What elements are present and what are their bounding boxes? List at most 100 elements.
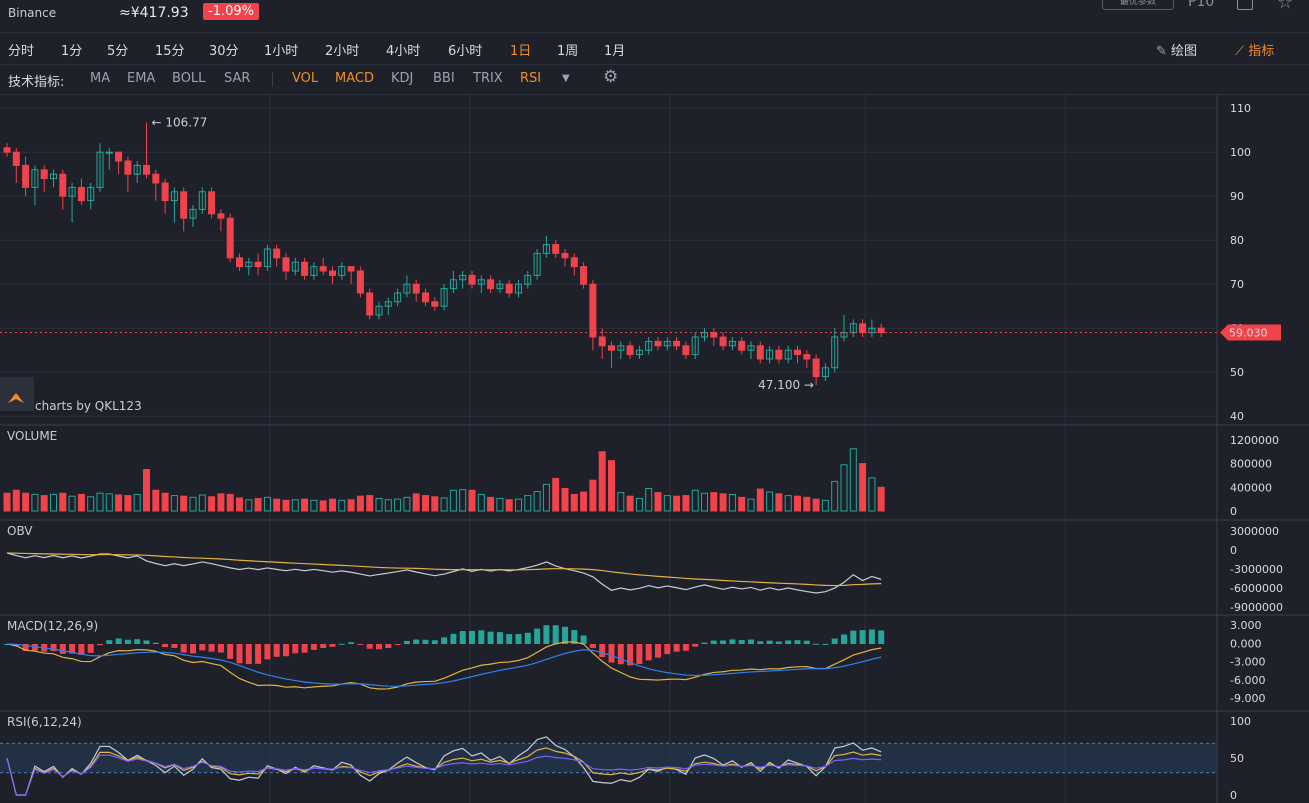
- volume-bar: [133, 493, 141, 512]
- macd-tick-label: 3.000: [1230, 619, 1262, 632]
- macd-histogram-bar: [348, 642, 355, 644]
- volume-bar: [152, 489, 160, 512]
- change-badge: -1.09%: [203, 3, 259, 20]
- gear-icon[interactable]: ⚙: [603, 67, 619, 87]
- macd-histogram-bar: [31, 644, 38, 651]
- indicator-ema[interactable]: EMA: [127, 71, 156, 86]
- macd-histogram-bar: [227, 644, 234, 659]
- current-price-tag: [1220, 324, 1281, 341]
- candle: [449, 279, 457, 290]
- draw-tool[interactable]: ✎ 绘图: [1156, 40, 1197, 59]
- candle: [524, 274, 532, 285]
- panel-label: VOLUME: [7, 429, 57, 443]
- candle: [245, 261, 253, 268]
- timeframe-1mo[interactable]: 1月: [604, 44, 626, 59]
- indicator-ma[interactable]: MA: [90, 71, 111, 86]
- indicator-boll[interactable]: BOLL: [172, 71, 206, 86]
- volume-bar: [803, 496, 811, 512]
- macd-histogram-bar: [673, 644, 680, 652]
- candle: [180, 191, 188, 219]
- timeframe-2h[interactable]: 2小时: [325, 44, 360, 59]
- volume-bar: [487, 496, 495, 512]
- macd-histogram-bar: [831, 638, 838, 644]
- macd-histogram-bar: [571, 630, 578, 644]
- macd-histogram-bar: [338, 643, 345, 645]
- macd-histogram-bar: [682, 644, 689, 651]
- share-icon[interactable]: [1237, 0, 1253, 10]
- macd-histogram-bar: [366, 644, 373, 649]
- volume-bar: [812, 498, 820, 512]
- indicator-macd[interactable]: MACD: [335, 71, 374, 86]
- indicators-tool[interactable]: ⟋ 指标: [1235, 40, 1274, 59]
- volume-bar: [645, 487, 653, 512]
- pro-label[interactable]: P10: [1188, 0, 1215, 10]
- macd-histogram-bar: [692, 644, 699, 647]
- indicator-trix[interactable]: TRIX: [473, 71, 503, 86]
- volume-bar: [31, 493, 39, 512]
- macd-histogram-bar: [431, 640, 438, 644]
- volume-bar: [831, 480, 839, 512]
- volume-bar: [40, 495, 48, 512]
- star-icon[interactable]: ☆: [1277, 0, 1294, 13]
- macd-histogram-bar: [813, 643, 820, 645]
- indicator-sar[interactable]: SAR: [224, 71, 251, 86]
- volume-bar: [198, 494, 206, 512]
- timeframe-4h[interactable]: 4小时: [386, 44, 421, 59]
- candle: [617, 345, 625, 351]
- indicator-rsi[interactable]: RSI: [520, 71, 542, 86]
- macd-histogram-bar: [171, 644, 178, 648]
- volume-tick-label: 0: [1230, 505, 1237, 518]
- candle: [217, 213, 225, 219]
- logo-icon: [0, 377, 34, 411]
- timeframe-6h[interactable]: 6小时: [448, 44, 483, 59]
- price-tick-label: 70: [1230, 278, 1244, 291]
- chart-area[interactable]: 4050607080901001101200000800000400000030…: [0, 95, 1309, 803]
- panel-label: MACD(12,26,9): [7, 619, 98, 633]
- candle: [505, 283, 513, 294]
- volume-bar: [766, 491, 774, 512]
- candle: [77, 186, 85, 202]
- candle: [394, 292, 402, 303]
- candle: [87, 186, 95, 202]
- volume-bar: [673, 495, 681, 512]
- volume-bar: [301, 498, 309, 512]
- indicator-bar: 技术指标: MA EMA BOLL SAR VOL MACD KDJ BBI T…: [0, 64, 1309, 95]
- macd-histogram-bar: [143, 640, 150, 644]
- candle: [515, 283, 522, 294]
- volume-bar: [710, 492, 718, 512]
- best-params-button[interactable]: 最优参数: [1102, 0, 1174, 10]
- candle: [440, 288, 448, 307]
- volume-bar: [654, 492, 662, 512]
- timeframe-30m[interactable]: 30分: [209, 44, 239, 59]
- macd-histogram-bar: [534, 628, 541, 644]
- indicator-bbi[interactable]: BBI: [433, 71, 455, 86]
- timeframe-1d[interactable]: 1日: [510, 44, 532, 59]
- price-tick-label: 90: [1230, 190, 1244, 203]
- timeframe-1m[interactable]: 1分: [61, 44, 83, 59]
- macd-histogram-bar: [645, 644, 652, 661]
- caret-down-icon[interactable]: ▼: [562, 73, 570, 84]
- timeframe-5m[interactable]: 5分: [107, 44, 129, 59]
- volume-bar: [756, 488, 764, 512]
- timeframe-1h[interactable]: 1小时: [264, 44, 299, 59]
- indicator-kdj[interactable]: KDJ: [391, 71, 414, 86]
- candle: [226, 217, 234, 259]
- timeframe-1w[interactable]: 1周: [557, 44, 579, 59]
- low-annotation: 47.100 →: [758, 378, 814, 392]
- volume-bar: [96, 492, 104, 512]
- timeframe-fenshi[interactable]: 分时: [8, 44, 35, 59]
- candle: [663, 340, 671, 347]
- indicator-vol[interactable]: VOL: [292, 71, 319, 86]
- candle: [570, 257, 578, 268]
- candle: [626, 345, 634, 356]
- price-tick-label: 110: [1230, 102, 1251, 115]
- candle: [645, 340, 653, 351]
- exchange-name: Binance: [8, 6, 57, 20]
- candle: [877, 327, 885, 334]
- candle: [143, 164, 150, 175]
- volume-bar: [12, 489, 20, 512]
- candle: [552, 244, 560, 254]
- candle: [608, 345, 615, 351]
- volume-bar: [701, 492, 708, 512]
- timeframe-15m[interactable]: 15分: [155, 44, 185, 59]
